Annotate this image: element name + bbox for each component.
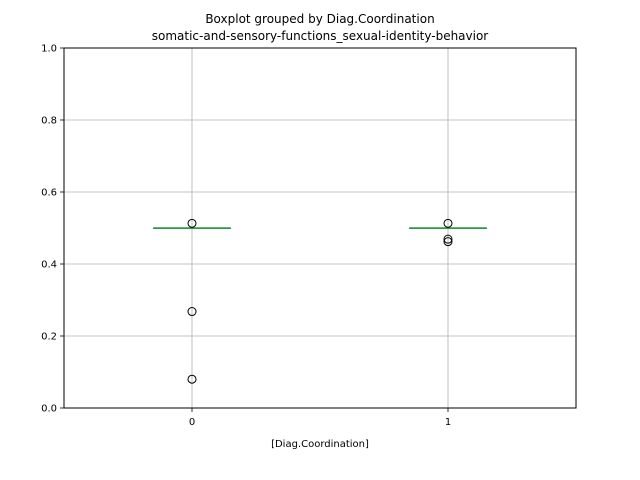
y-tick-label: 0.6 [41, 188, 57, 199]
grid-lines [64, 47, 576, 409]
plot-area-frame [63, 47, 577, 409]
flier-point [443, 218, 453, 228]
x-tick-label: 0 [189, 417, 195, 428]
flier-point [187, 218, 197, 228]
y-tick-label: 0.4 [41, 260, 57, 271]
y-tick-label: 0.2 [41, 332, 57, 343]
x-axis-label: [Diag.Coordination] [271, 439, 369, 450]
y-axis-ticks: 0.0 0.2 0.4 0.6 0.8 1.0 [41, 44, 64, 415]
flier-point [187, 307, 197, 317]
boxes [153, 218, 487, 384]
box-group-0 [153, 218, 231, 384]
flier-point [443, 234, 453, 244]
y-tick-label: 1.0 [41, 44, 57, 55]
chart-suptitle: Boxplot grouped by Diag.Coordination [205, 12, 434, 26]
box-group-1 [409, 218, 487, 247]
flier-point [443, 237, 453, 247]
x-tick-label: 1 [445, 417, 451, 428]
y-tick-label: 0.0 [41, 404, 57, 415]
y-tick-label: 0.8 [41, 116, 57, 127]
chart-title: somatic-and-sensory-functions_sexual-ide… [152, 29, 489, 43]
flier-point [187, 374, 197, 384]
